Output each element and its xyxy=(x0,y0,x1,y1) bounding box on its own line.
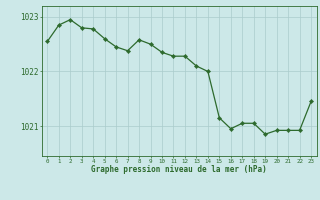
X-axis label: Graphe pression niveau de la mer (hPa): Graphe pression niveau de la mer (hPa) xyxy=(91,165,267,174)
